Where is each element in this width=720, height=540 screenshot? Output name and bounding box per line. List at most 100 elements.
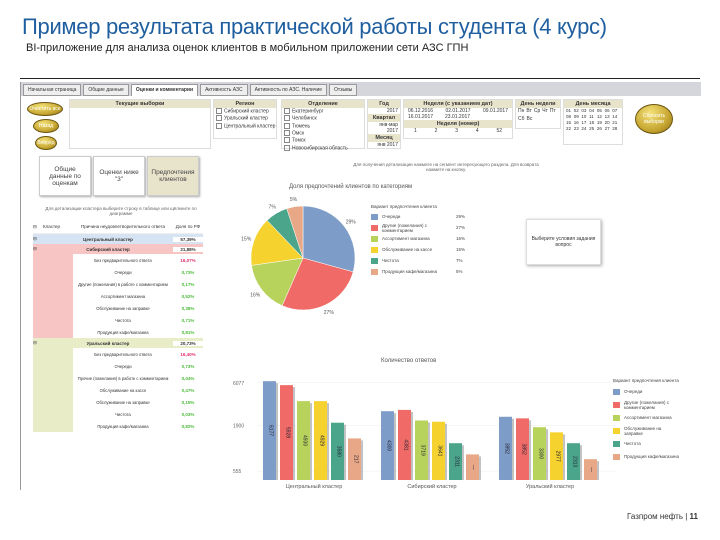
- monthday-option[interactable]: 06: [604, 108, 610, 113]
- pie-legend-item[interactable]: Очереди 29%: [371, 211, 465, 222]
- pie-slice[interactable]: [251, 257, 304, 306]
- weekday-option[interactable]: Сб: [518, 116, 525, 122]
- bar-legend-item[interactable]: Обслуживание на заправке: [613, 424, 680, 437]
- table-row[interactable]: Другие (пожелания) в работе с комментари…: [33, 278, 203, 290]
- table-row[interactable]: Очереди 0,73%: [33, 266, 203, 278]
- department-option[interactable]: Тюмень: [282, 123, 364, 130]
- month-value[interactable]: янв 2017: [377, 142, 398, 148]
- tab-activity-availability[interactable]: Активность по АЗС. Наличие: [249, 84, 328, 96]
- table-row[interactable]: Очереди 0,73%: [33, 360, 203, 372]
- pie-slice[interactable]: [286, 205, 304, 259]
- pie-legend-item[interactable]: Чистота 7%: [371, 255, 465, 266]
- monthday-option[interactable]: 08: [566, 114, 572, 119]
- bar[interactable]: [348, 438, 361, 480]
- weekday-option[interactable]: Ср: [533, 108, 541, 114]
- pie-slice[interactable]: [281, 257, 354, 311]
- monthday-option[interactable]: 02: [573, 108, 579, 113]
- col-header-cluster[interactable]: Кластер: [43, 224, 61, 229]
- department-option[interactable]: Екатеринбург: [282, 108, 364, 115]
- region-option[interactable]: Центральный кластер: [214, 123, 276, 130]
- monthday-option[interactable]: 23: [573, 126, 579, 131]
- monthday-option[interactable]: 27: [604, 126, 610, 131]
- week-number-option[interactable]: 4: [475, 128, 479, 134]
- weekday-option[interactable]: Пт: [549, 108, 556, 114]
- pie-legend-item[interactable]: Другие (пожелания) с комментарием 27%: [371, 222, 465, 233]
- pie-legend-item[interactable]: Ассортимент магазина 16%: [371, 233, 465, 244]
- table-row[interactable]: Обслуживание на заправке 0,15%: [33, 396, 203, 408]
- table-row[interactable]: Прочие (пожелания) в работе с комментари…: [33, 372, 203, 384]
- week-number-option[interactable]: 52: [496, 128, 502, 134]
- tab-reviews[interactable]: Отзывы: [329, 84, 358, 96]
- cluster-row[interactable]: ⊟ Сибирский кластер 21,88%: [33, 244, 203, 254]
- department-option[interactable]: Томск: [282, 137, 364, 144]
- monthday-option[interactable]: 19: [596, 120, 602, 125]
- monthday-option[interactable]: 07: [612, 108, 618, 113]
- department-option[interactable]: Челябинск: [282, 115, 364, 122]
- collapse-all-icon[interactable]: ⊟: [33, 223, 37, 229]
- pie-chart[interactable]: 29% 27% 16% 15% 7% 5%: [241, 192, 371, 322]
- table-row[interactable]: Обслуживание на кассе 0,47%: [33, 384, 203, 396]
- nav-card-low-ratings[interactable]: Оценки ниже "3": [93, 156, 145, 196]
- bar[interactable]: [263, 381, 276, 480]
- pie-slice[interactable]: [250, 220, 304, 266]
- quarter-value[interactable]: янв-мар 2017: [379, 122, 398, 134]
- monthday-option[interactable]: 15: [566, 120, 572, 125]
- bar[interactable]: [331, 422, 344, 480]
- expand-icon[interactable]: ⊟: [33, 236, 37, 241]
- bar[interactable]: [449, 443, 462, 480]
- region-option[interactable]: Уральский кластер: [214, 115, 276, 122]
- table-row[interactable]: Без предварительного ответа 16,07%: [33, 254, 203, 266]
- monthday-option[interactable]: 28: [612, 126, 618, 131]
- tab-ratings[interactable]: Оценки и комментарии: [130, 84, 199, 96]
- bar-legend-item[interactable]: Очереди: [613, 385, 680, 398]
- monthday-option[interactable]: 13: [604, 114, 610, 119]
- weekday-option[interactable]: Пн: [518, 108, 525, 114]
- table-row[interactable]: Чистота 0,03%: [33, 408, 203, 420]
- department-option[interactable]: Новосибирская область: [282, 145, 364, 152]
- bar[interactable]: [381, 411, 394, 480]
- table-row[interactable]: Обслуживание на заправке 0,38%: [33, 302, 203, 314]
- week-number-option[interactable]: 1: [414, 128, 417, 134]
- tab-activity[interactable]: Активность АЗС: [200, 84, 248, 96]
- weekday-option[interactable]: Вс: [526, 116, 533, 122]
- week-number-option[interactable]: 3: [455, 128, 458, 134]
- bar-legend-item[interactable]: Другие (пожелания) с комментарием: [613, 398, 680, 411]
- bar[interactable]: [280, 385, 293, 480]
- table-row[interactable]: Продукция кафе/магазина 0,82%: [33, 420, 203, 432]
- popup-panel[interactable]: Выберите условия задания вопрос: [526, 219, 601, 265]
- bar-chart[interactable]: 6077 1900 555 6177 5928 4930 4929 3580 217 Центра…: [231, 368, 616, 490]
- bar[interactable]: [432, 421, 445, 480]
- monthday-option[interactable]: 22: [566, 126, 572, 131]
- bar[interactable]: [550, 432, 563, 480]
- monthday-option[interactable]: 26: [596, 126, 602, 131]
- pie-legend-item[interactable]: Обслуживание на кассе 15%: [371, 244, 465, 255]
- monthday-option[interactable]: 11: [589, 114, 594, 119]
- monthday-option[interactable]: 05: [596, 108, 602, 113]
- department-option[interactable]: Омск: [282, 130, 364, 137]
- monthday-option[interactable]: 03: [581, 108, 587, 113]
- weekday-option[interactable]: Вт: [526, 108, 532, 114]
- weekday-option[interactable]: Чт: [542, 108, 548, 114]
- bar-legend-item[interactable]: Продукция кафе/магазина: [613, 450, 680, 463]
- pie-slice[interactable]: [302, 205, 356, 273]
- bar[interactable]: [567, 443, 580, 480]
- monthday-option[interactable]: 14: [612, 114, 618, 119]
- monthday-option[interactable]: 25: [589, 126, 595, 131]
- monthday-option[interactable]: 01: [566, 108, 572, 113]
- clear-all-button[interactable]: Очистить все: [27, 102, 63, 116]
- monthday-option[interactable]: 24: [581, 126, 587, 131]
- col-header-share[interactable]: Доля по РФ: [175, 224, 201, 229]
- bar[interactable]: [533, 427, 546, 480]
- week-number-option[interactable]: 2: [434, 128, 438, 134]
- forward-button[interactable]: Вперёд: [35, 136, 57, 150]
- cluster-row[interactable]: ⊟ Уральский кластер 20,73%: [33, 338, 203, 348]
- monthday-option[interactable]: 12: [596, 114, 602, 119]
- week-date-option[interactable]: 09.01.2017: [482, 108, 508, 114]
- region-option[interactable]: Сибирский кластер: [214, 108, 276, 115]
- col-header-reason[interactable]: Причина неудовлетворительного ответа: [81, 224, 165, 229]
- bar[interactable]: [499, 416, 512, 480]
- bar[interactable]: [297, 401, 310, 480]
- monthday-option[interactable]: 21: [612, 120, 618, 125]
- monthday-option[interactable]: 09: [573, 114, 579, 119]
- table-row[interactable]: Ассортимент магазина 0,52%: [33, 290, 203, 302]
